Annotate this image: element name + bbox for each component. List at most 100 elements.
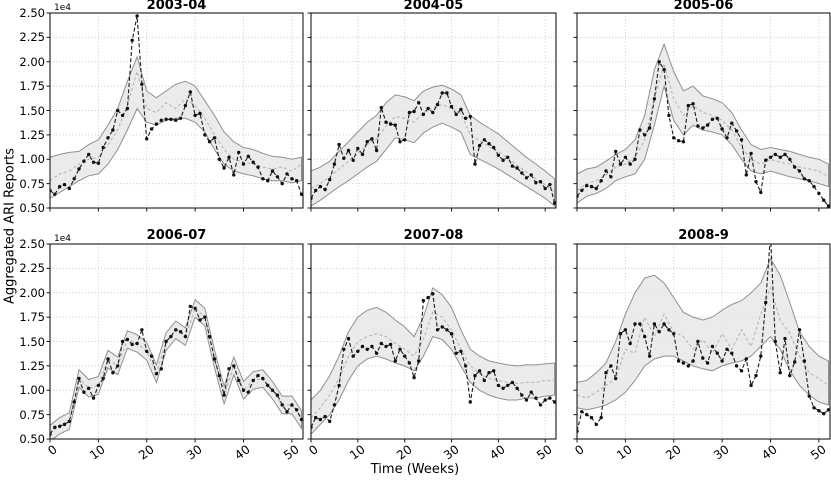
observed-point [203, 315, 207, 319]
observed-point [793, 360, 797, 364]
observed-point [62, 182, 67, 187]
observed-point [812, 406, 816, 410]
y-tick-label: 1.75 [19, 310, 45, 325]
observed-point [318, 417, 323, 422]
observed-point [393, 123, 397, 127]
observed-point [764, 300, 768, 305]
observed-point [91, 160, 96, 164]
observed-point [524, 176, 529, 180]
observed-point [193, 113, 197, 118]
observed-point [506, 155, 510, 159]
observed-point [421, 298, 426, 303]
observed-point [473, 162, 477, 166]
observed-point [749, 383, 753, 388]
observed-point [749, 151, 753, 156]
observed-point [342, 156, 346, 160]
observed-point [120, 339, 125, 344]
observed-point [174, 118, 178, 123]
observed-point [77, 376, 81, 381]
observed-point [135, 14, 139, 18]
observed-point [515, 166, 519, 170]
observed-point [351, 158, 355, 162]
observed-point [681, 140, 686, 144]
observed-point [417, 359, 421, 363]
observed-point [256, 373, 260, 378]
panel-title-2006-07: 2006-07 [146, 228, 207, 243]
observed-point [759, 354, 763, 358]
observed-point [299, 192, 303, 196]
observed-point [232, 173, 236, 177]
y-tick-label: 1.00 [19, 152, 45, 167]
y-tick-label: 0.75 [19, 176, 45, 191]
observed-point [290, 177, 294, 181]
observed-point [237, 378, 241, 383]
observed-point [149, 354, 154, 358]
observed-point [435, 102, 440, 107]
uncertainty-band [311, 84, 556, 208]
observed-point [154, 122, 159, 126]
y-tick-label: 2.50 [19, 237, 45, 251]
observed-point [691, 102, 695, 106]
observed-point [534, 396, 538, 400]
observed-point [468, 400, 472, 404]
observed-point [207, 140, 212, 144]
observed-point [822, 412, 826, 416]
y-tick-label: 2.00 [19, 54, 45, 69]
subplot-2007-08 [307, 243, 557, 443]
observed-point [454, 351, 458, 355]
y-offset-label-bottom: 1e4 [54, 234, 71, 244]
observed-point [91, 396, 96, 400]
observed-point [705, 361, 710, 365]
observed-point [599, 179, 603, 183]
observed-point [178, 116, 183, 121]
observed-point [356, 349, 360, 353]
observed-point [360, 344, 365, 349]
observed-point [543, 186, 547, 191]
observed-point [398, 140, 402, 144]
observed-point [328, 178, 332, 182]
observed-point [696, 339, 700, 344]
observed-line [577, 60, 829, 207]
observed-point [154, 372, 159, 376]
observed-point [739, 138, 744, 142]
observed-point [246, 154, 250, 158]
x-tick-label: 30 [711, 442, 732, 463]
observed-point [710, 117, 715, 122]
observed-point [431, 110, 435, 115]
x-tick-label: 50 [534, 442, 555, 463]
observed-point [280, 181, 284, 186]
observed-point [585, 412, 589, 417]
observed-point [501, 158, 505, 162]
observed-point [614, 376, 618, 381]
observed-point [384, 344, 388, 349]
observed-point [130, 342, 134, 347]
x-tick-label: 40 [232, 442, 254, 463]
observed-point [445, 91, 449, 95]
observed-point [734, 129, 739, 133]
forecast-median-line [50, 69, 302, 182]
observed-point [589, 184, 594, 189]
observed-point [667, 328, 671, 332]
x-tick-label: 30 [440, 442, 462, 463]
observed-point [487, 371, 491, 375]
observed-point [473, 373, 477, 378]
observed-point [116, 108, 120, 113]
observed-point [198, 318, 202, 322]
forecast-median-line [577, 286, 829, 399]
observed-point [628, 341, 632, 346]
observed-point [730, 121, 734, 125]
observed-point [594, 422, 598, 427]
observed-point [580, 410, 584, 414]
observed-point [217, 157, 221, 161]
panel-title-2007-08: 2007-08 [403, 228, 464, 243]
observed-point [203, 133, 207, 137]
observed-point [788, 373, 792, 378]
x-tick-label: 20 [135, 442, 157, 463]
observed-point [657, 330, 661, 334]
observed-point [323, 414, 327, 419]
observed-point [454, 112, 458, 117]
observed-point [783, 152, 787, 157]
observed-point [246, 390, 250, 394]
observed-point [212, 357, 217, 361]
